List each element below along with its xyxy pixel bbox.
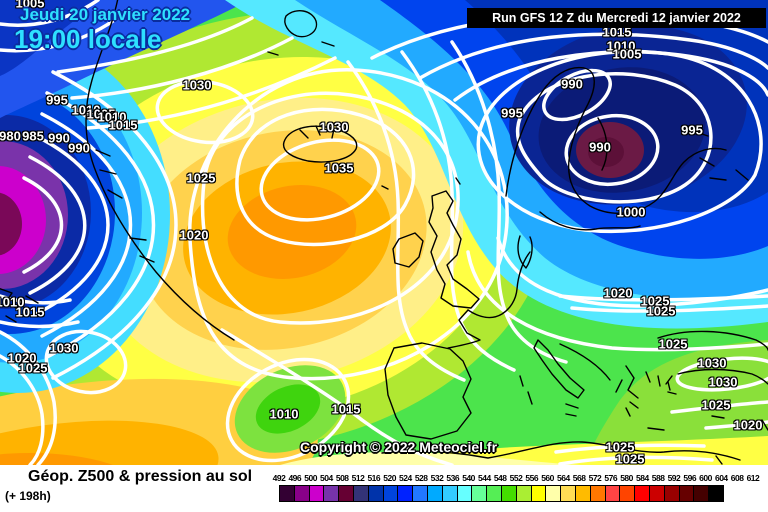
colorbar-values: 492 496 500 504 508 512 516 520 524 528 532 536 540 5… xyxy=(271,473,761,483)
colorbar-value: 500 xyxy=(304,473,317,483)
colorbar-cell xyxy=(442,486,457,501)
coastlines xyxy=(0,0,768,465)
colorbar-cell xyxy=(531,486,546,501)
legend-bar: Géop. Z500 & pression au sol (+ 198h) 49… xyxy=(0,465,768,512)
colorbar-cell xyxy=(472,486,487,501)
colorbar-value: 588 xyxy=(651,473,665,483)
colorbar-cell xyxy=(487,486,501,501)
colorbar-value: 556 xyxy=(525,473,539,483)
colorbar-value: 608 xyxy=(730,473,744,483)
colorbar-cell xyxy=(709,486,723,501)
colorbar-cell xyxy=(368,486,383,501)
colorbar-value: 508 xyxy=(335,473,349,483)
copyright-text: Copyright © 2022 Meteociel.fr xyxy=(300,439,498,455)
colorbar-value: 536 xyxy=(446,473,460,483)
colorbar-cell xyxy=(413,486,427,501)
colorbar-value: 576 xyxy=(604,473,618,483)
colorbar-value: 544 xyxy=(478,473,491,483)
colorbar-value: 516 xyxy=(367,473,381,483)
colorbar-value: 524 xyxy=(399,473,412,483)
colorbar-cell xyxy=(516,486,531,501)
colorbar-cell xyxy=(679,486,694,501)
colorbar-value: 596 xyxy=(683,473,697,483)
colorbar: 492 496 500 504 508 512 516 520 524 528 532 536 540 5… xyxy=(273,473,761,502)
colorbar-value: 592 xyxy=(667,473,681,483)
colorbar-cell xyxy=(457,486,472,501)
colorbar-cell xyxy=(635,486,649,501)
colorbar-cell xyxy=(605,486,620,501)
colorbar-cell xyxy=(280,486,294,501)
colorbar-value: 540 xyxy=(462,473,475,483)
colorbar-value: 496 xyxy=(288,473,302,483)
colorbar-value: 548 xyxy=(493,473,507,483)
colorbar-cell xyxy=(294,486,309,501)
colorbar-value: 520 xyxy=(383,473,396,483)
colorbar-cells xyxy=(279,485,724,502)
colorbar-value: 572 xyxy=(588,473,602,483)
colorbar-cell xyxy=(309,486,324,501)
colorbar-value: 604 xyxy=(714,473,728,483)
colorbar-cell xyxy=(561,486,575,501)
colorbar-cell xyxy=(398,486,413,501)
colorbar-cell xyxy=(694,486,709,501)
colorbar-value: 512 xyxy=(351,473,365,483)
colorbar-value: 528 xyxy=(414,473,428,483)
isobar-contours xyxy=(0,0,768,465)
colorbar-value: 564 xyxy=(557,473,570,483)
colorbar-cell xyxy=(590,486,605,501)
colorbar-value: 600 xyxy=(699,473,712,483)
colorbar-cell xyxy=(575,486,590,501)
colorbar-value: 532 xyxy=(430,473,444,483)
colorbar-cell xyxy=(427,486,442,501)
colorbar-value: 492 xyxy=(272,473,286,483)
map-area: 1005 995 1010 1005 1010 1015 980 985 990 990 1030 1… xyxy=(0,0,768,465)
colorbar-cell xyxy=(383,486,398,501)
colorbar-cell xyxy=(649,486,664,501)
colorbar-value: 552 xyxy=(509,473,523,483)
forecast-hour: (+ 198h) xyxy=(5,489,51,503)
geopotential-field xyxy=(0,0,768,465)
colorbar-value: 504 xyxy=(320,473,333,483)
colorbar-value: 580 xyxy=(620,473,633,483)
colorbar-cell xyxy=(620,486,635,501)
run-info: Run GFS 12 Z du Mercredi 12 janvier 2022 xyxy=(467,8,766,28)
colorbar-cell xyxy=(546,486,561,501)
colorbar-value: 612 xyxy=(746,473,760,483)
colorbar-cell xyxy=(339,486,353,501)
colorbar-cell xyxy=(324,486,339,501)
map-canvas xyxy=(0,0,768,465)
colorbar-value: 584 xyxy=(635,473,649,483)
colorbar-value: 568 xyxy=(572,473,586,483)
colorbar-value: 560 xyxy=(541,473,554,483)
colorbar-cell xyxy=(501,486,516,501)
colorbar-cell xyxy=(664,486,679,501)
map-title: Géop. Z500 & pression au sol xyxy=(28,468,253,485)
colorbar-cell xyxy=(353,486,368,501)
